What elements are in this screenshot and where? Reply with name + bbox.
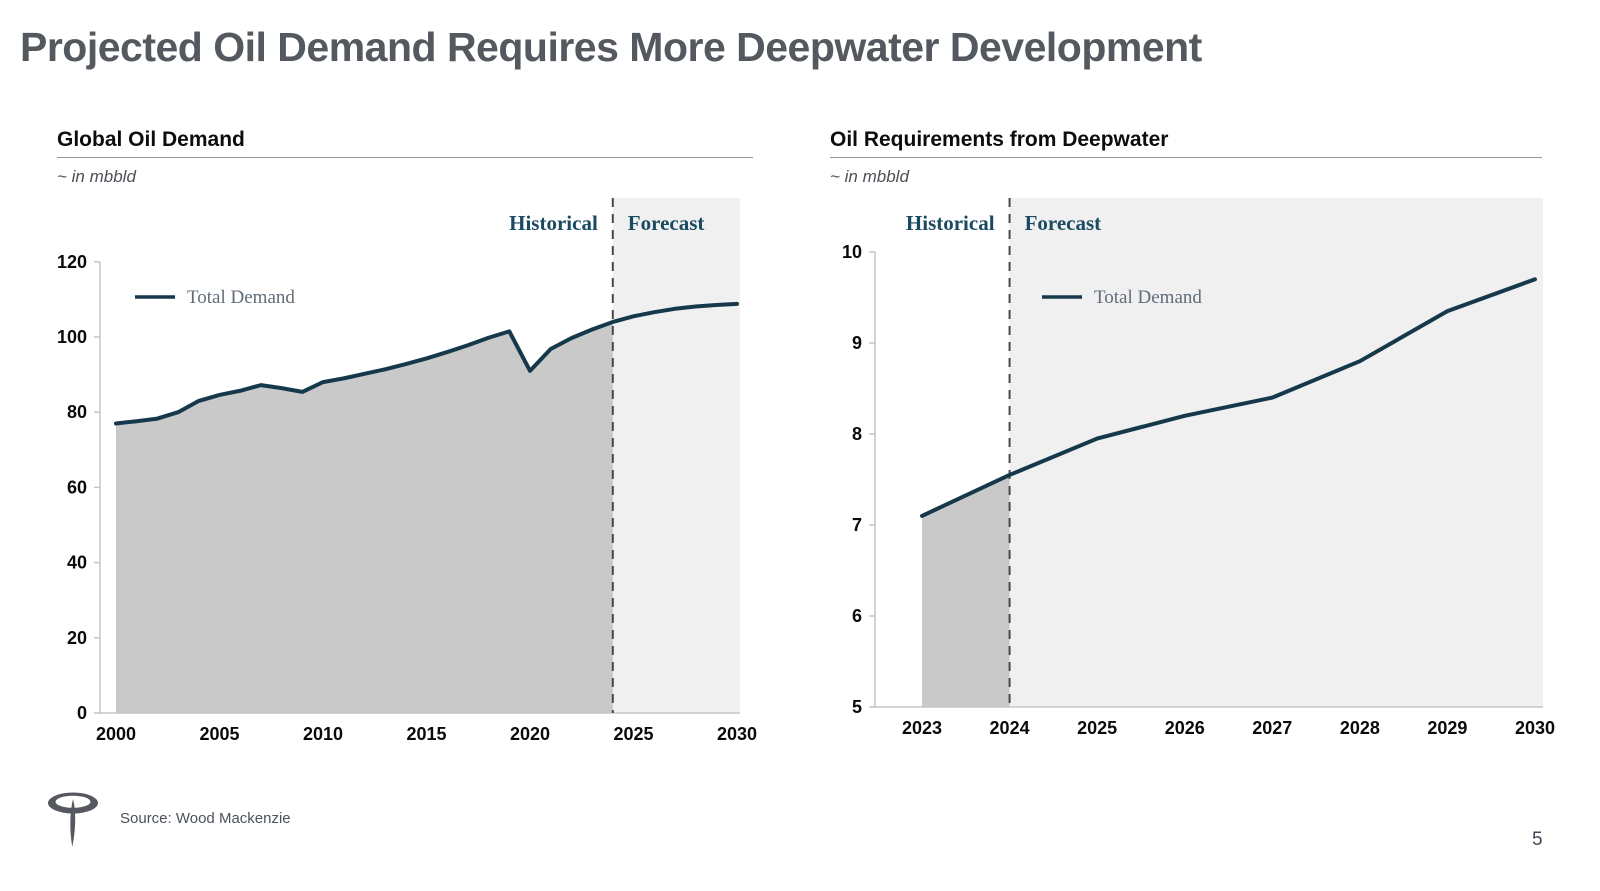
x-tick-label: 2015	[406, 724, 446, 744]
right-chart-subtitle: ~ in mbbld	[830, 167, 909, 186]
total-demand-line	[920, 277, 1537, 518]
right-header-rule	[830, 157, 1542, 158]
y-tick-label: 7	[852, 515, 862, 535]
right-chart-title: Oil Requirements from Deepwater	[830, 128, 1169, 151]
y-tick-label: 60	[67, 477, 87, 497]
forecast-region	[1009, 198, 1543, 707]
global-oil-demand-chart: 0 20 40 60 80 100 120 2000 2005 2010 2015 2020 2025 2…	[57, 198, 757, 744]
y-tick-label: 20	[67, 628, 87, 648]
x-tick-label: 2000	[96, 724, 136, 744]
x-tick-label: 2028	[1340, 718, 1380, 738]
y-tick-label: 40	[67, 553, 87, 573]
x-tick-label: 2026	[1165, 718, 1205, 738]
y-tick-label: 100	[57, 327, 87, 347]
y-tick-label: 80	[67, 402, 87, 422]
y-tick-label: 120	[57, 252, 87, 272]
x-tick-label: 2023	[902, 718, 942, 738]
x-tick-label: 2030	[717, 724, 757, 744]
forecast-label: Forecast	[628, 211, 705, 235]
y-tick-label: 9	[852, 333, 862, 353]
x-tick-label: 2030	[1515, 718, 1555, 738]
deepwater-oil-requirements-chart: 5 6 7 8 9 10 2023 2024 2025 2026 2027 2028 2029 2030 H…	[842, 198, 1555, 738]
y-tick-label: 5	[852, 697, 862, 717]
forecast-region	[612, 198, 740, 713]
x-tick-label: 2025	[1077, 718, 1117, 738]
x-tick-label: 2029	[1427, 718, 1467, 738]
total-demand-line	[114, 301, 739, 426]
page-number: 5	[1532, 829, 1543, 850]
x-tick-label: 2010	[303, 724, 343, 744]
y-tick-label: 10	[842, 242, 862, 262]
y-tick-label: 0	[77, 703, 87, 723]
x-tick-label: 2025	[613, 724, 653, 744]
y-tick-label: 6	[852, 606, 862, 626]
forecast-label: Forecast	[1025, 211, 1102, 235]
x-tick-label: 2027	[1252, 718, 1292, 738]
x-tick-label: 2024	[990, 718, 1030, 738]
historical-label: Historical	[906, 211, 995, 235]
x-tick-label: 2020	[510, 724, 550, 744]
left-header-rule	[57, 157, 753, 158]
source-note: Source: Wood Mackenzie	[120, 810, 291, 827]
y-tick-label: 8	[852, 424, 862, 444]
historical-area-fill	[922, 474, 1010, 707]
left-chart-subtitle: ~ in mbbld	[57, 167, 136, 186]
historical-area-fill	[116, 321, 613, 713]
slide-title: Projected Oil Demand Requires More Deepw…	[20, 24, 1202, 70]
x-tick-label: 2005	[199, 724, 239, 744]
left-chart-title: Global Oil Demand	[57, 128, 245, 151]
transocean-logo	[48, 792, 98, 847]
legend-label: Total Demand	[187, 287, 295, 308]
historical-label: Historical	[509, 211, 598, 235]
legend-label: Total Demand	[1094, 287, 1202, 308]
